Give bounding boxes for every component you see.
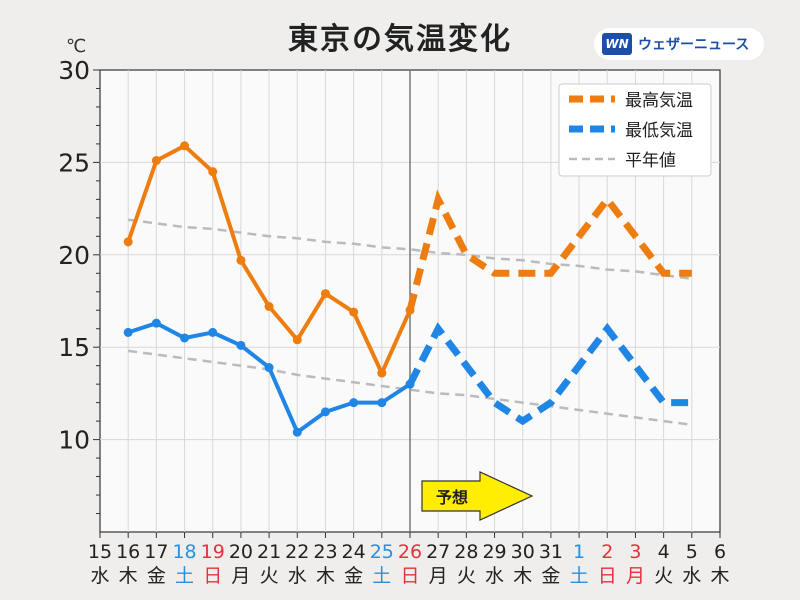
legend-box bbox=[558, 83, 712, 177]
x-tick-label-weekday: 土 bbox=[570, 565, 589, 587]
x-tick-label-date: 4 bbox=[658, 541, 670, 563]
series-line-low-forecast bbox=[406, 322, 692, 426]
series-point-high bbox=[320, 289, 330, 299]
x-tick-label-date: 6 bbox=[714, 541, 726, 563]
x-tick-label-weekday: 木 bbox=[513, 565, 532, 587]
legend-label: 最高気温 bbox=[625, 91, 693, 111]
x-tick-label-date: 19 bbox=[201, 541, 225, 563]
series-point-high bbox=[377, 368, 387, 378]
brand-name: ウェザーニュース bbox=[638, 37, 750, 53]
series-point-high bbox=[123, 237, 133, 247]
y-tick-label: 30 bbox=[58, 56, 90, 85]
series-point-high bbox=[151, 156, 161, 166]
series-line-normal_low bbox=[128, 349, 692, 427]
y-tick-label: 15 bbox=[58, 333, 90, 362]
series-point-high bbox=[405, 305, 415, 315]
x-tick-label-date: 21 bbox=[257, 541, 281, 563]
series-line-normal_high bbox=[128, 218, 692, 281]
series-point-low bbox=[151, 318, 161, 328]
x-tick-label-weekday: 木 bbox=[119, 565, 138, 587]
x-tick-label-weekday: 金 bbox=[147, 565, 166, 587]
chart-title: 東京の気温変化 bbox=[288, 22, 512, 57]
x-tick-label-weekday: 月 bbox=[231, 565, 250, 587]
x-tick-label-date: 27 bbox=[426, 541, 450, 563]
x-tick-label-date: 28 bbox=[454, 541, 478, 563]
series-point-low bbox=[208, 327, 218, 337]
series-point-high bbox=[349, 307, 359, 317]
series-point-low bbox=[264, 363, 274, 373]
x-tick-label-weekday: 水 bbox=[485, 565, 504, 587]
x-tick-label-date: 16 bbox=[116, 541, 140, 563]
y-tick-label: 25 bbox=[58, 148, 90, 177]
y-tick-label: 10 bbox=[58, 426, 90, 455]
x-tick-label-weekday: 土 bbox=[372, 565, 391, 587]
y-axis-unit: ℃ bbox=[66, 36, 87, 57]
x-tick-label-weekday: 水 bbox=[288, 565, 307, 587]
x-tick-label-date: 29 bbox=[482, 541, 506, 563]
x-tick-label-weekday: 金 bbox=[541, 565, 560, 587]
series-point-low bbox=[349, 398, 359, 408]
x-tick-label-weekday: 日 bbox=[400, 565, 419, 587]
x-tick-label-date: 2 bbox=[601, 541, 613, 563]
x-tick-label-weekday: 金 bbox=[344, 565, 363, 587]
series-point-high bbox=[236, 255, 246, 265]
series-point-low bbox=[180, 333, 190, 343]
series-point-low bbox=[320, 407, 330, 417]
series-point-high bbox=[208, 167, 218, 177]
x-tick-label-weekday: 月 bbox=[626, 565, 645, 587]
series-line-high-forecast bbox=[406, 189, 692, 312]
x-tick-label-date: 24 bbox=[342, 541, 366, 563]
series-point-high bbox=[292, 335, 302, 345]
x-tick-label-weekday: 土 bbox=[175, 565, 194, 587]
x-tick-label-weekday: 火 bbox=[457, 565, 476, 587]
legend-label: 最低気温 bbox=[625, 121, 693, 141]
legend-label: 平年値 bbox=[625, 151, 676, 171]
x-tick-label-date: 1 bbox=[573, 541, 585, 563]
x-tick-label-weekday: 木 bbox=[316, 565, 335, 587]
series-point-high bbox=[180, 141, 190, 151]
x-tick-label-weekday: 火 bbox=[260, 565, 279, 587]
x-tick-label-weekday: 月 bbox=[429, 565, 448, 587]
forecast-label: 予想 bbox=[436, 488, 468, 507]
forecast-arrow-icon bbox=[421, 471, 534, 521]
x-tick-label-weekday: 水 bbox=[682, 565, 701, 587]
series-point-high bbox=[264, 302, 274, 312]
x-tick-label-date: 22 bbox=[285, 541, 309, 563]
series-point-low bbox=[292, 427, 302, 437]
x-tick-label-date: 30 bbox=[511, 541, 535, 563]
x-tick-label-date: 20 bbox=[229, 541, 253, 563]
x-tick-label-weekday: 日 bbox=[598, 565, 617, 587]
x-tick-label-date: 3 bbox=[629, 541, 641, 563]
brand-badge: WN ウェザーニュース bbox=[594, 28, 764, 60]
series-point-low bbox=[123, 327, 133, 337]
x-tick-label-date: 15 bbox=[88, 541, 112, 563]
y-tick-label: 20 bbox=[58, 241, 90, 270]
series-point-low bbox=[377, 398, 387, 408]
x-tick-label-weekday: 水 bbox=[90, 565, 109, 587]
x-tick-label-date: 31 bbox=[539, 541, 563, 563]
x-tick-label-weekday: 火 bbox=[654, 565, 673, 587]
x-tick-label-date: 17 bbox=[144, 541, 168, 563]
x-tick-label-date: 25 bbox=[370, 541, 394, 563]
x-tick-label-weekday: 日 bbox=[203, 565, 222, 587]
x-tick-label-weekday: 木 bbox=[710, 565, 729, 587]
x-tick-label-date: 18 bbox=[172, 541, 196, 563]
weathernews-logo-icon: WN bbox=[602, 33, 632, 55]
x-tick-label-date: 26 bbox=[398, 541, 422, 563]
series-point-low bbox=[236, 340, 246, 350]
x-tick-label-date: 5 bbox=[686, 541, 698, 563]
series-point-low bbox=[405, 379, 415, 389]
x-tick-label-date: 23 bbox=[313, 541, 337, 563]
